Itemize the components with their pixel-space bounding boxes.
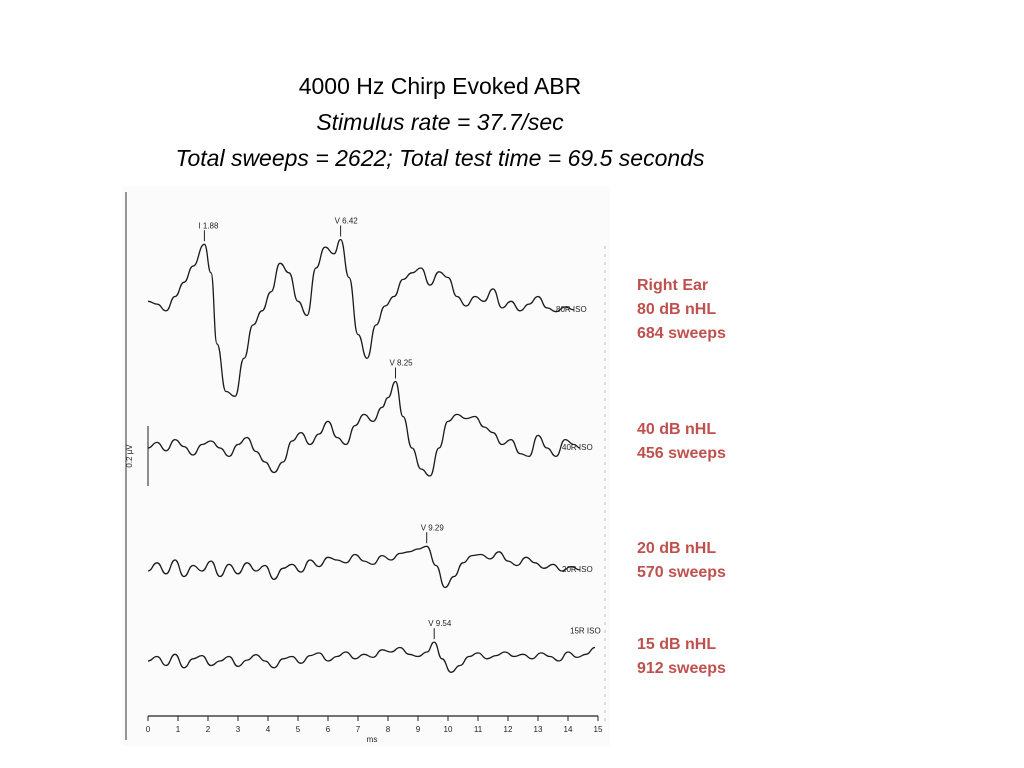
trace-label: 20R ISO xyxy=(562,565,593,574)
annotation-15db: 15 dB nHL 912 sweeps xyxy=(637,633,726,681)
x-tick-label: 13 xyxy=(534,725,543,734)
annotation-line: 912 sweeps xyxy=(637,660,726,677)
annotation-line: 40 dB nHL xyxy=(637,421,717,438)
peak-label: V 6.42 xyxy=(335,217,359,226)
peak-label: V 9.29 xyxy=(421,523,445,532)
x-tick-label: 2 xyxy=(206,725,211,734)
annotation-line: 456 sweeps xyxy=(637,445,726,462)
x-tick-label: 7 xyxy=(356,725,361,734)
annotation-40db: 40 dB nHL 456 sweeps xyxy=(637,418,726,466)
scan-background xyxy=(122,186,610,746)
annotation-line: 570 sweeps xyxy=(637,564,726,581)
x-tick-label: 11 xyxy=(474,725,483,734)
x-tick-label: 15 xyxy=(594,725,603,734)
annotation-line: Right Ear xyxy=(637,277,709,294)
peak-label: I 1.88 xyxy=(198,221,219,230)
annotation-line: 20 dB nHL xyxy=(637,540,717,557)
trace-label: 80R ISO xyxy=(556,305,587,314)
title-line-2: Stimulus rate = 37.7/sec xyxy=(316,109,564,135)
x-tick-label: 6 xyxy=(326,725,331,734)
title-line-1: 4000 Hz Chirp Evoked ABR xyxy=(298,73,582,99)
x-tick-label: 10 xyxy=(444,725,453,734)
x-tick-label: 5 xyxy=(296,725,301,734)
trace-line xyxy=(147,545,581,589)
trace-line xyxy=(147,380,581,477)
x-tick-label: 0 xyxy=(146,725,151,734)
annotation-line: 684 sweeps xyxy=(637,325,726,342)
title-line-3: Total sweeps = 2622; Total test time = 6… xyxy=(175,145,705,171)
annotation-20db: 20 dB nHL 570 sweeps xyxy=(637,537,726,585)
peak-label: V 9.54 xyxy=(428,619,452,628)
x-tick-label: 12 xyxy=(504,725,513,734)
annotation-80db: Right Ear 80 dB nHL 684 sweeps xyxy=(637,274,726,346)
traces: 80R ISO I 1.88 V 6.42 40R ISO V 8.25 20R ISO V… xyxy=(147,217,601,673)
x-ticks: 0 1 2 3 4 5 6 7 8 9 10 11 12 13 14 15 xyxy=(146,716,603,734)
annotation-line: 15 dB nHL xyxy=(637,636,717,653)
trace-label: 40R ISO xyxy=(562,443,593,452)
x-tick-label: 1 xyxy=(176,725,181,734)
slide-title: 4000 Hz Chirp Evoked ABR Stimulus rate =… xyxy=(0,68,880,176)
scale-bar-label: 0.2 µV xyxy=(125,444,134,468)
x-axis-label: ms xyxy=(367,735,378,744)
annotation-line: 80 dB nHL xyxy=(637,301,717,318)
x-tick-label: 9 xyxy=(416,725,421,734)
abr-waveform-svg: 0.2 µV ms 0 1 2 3 4 5 6 7 8 9 10 11 12 13 14 15 80R ISO… xyxy=(122,186,610,746)
x-tick-label: 8 xyxy=(386,725,391,734)
x-tick-label: 14 xyxy=(564,725,573,734)
trace-line xyxy=(147,641,596,673)
x-tick-label: 4 xyxy=(266,725,271,734)
trace-line xyxy=(147,238,575,397)
x-tick-label: 3 xyxy=(236,725,241,734)
peak-label: V 8.25 xyxy=(390,359,414,368)
trace-label: 15R ISO xyxy=(570,627,601,636)
abr-waveform-plot: 0.2 µV ms 0 1 2 3 4 5 6 7 8 9 10 11 12 13 14 15 80R ISO… xyxy=(122,186,610,746)
